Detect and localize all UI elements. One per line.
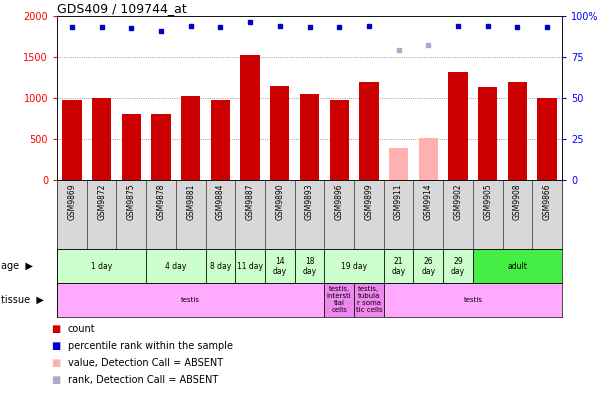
Bar	[57, 249, 146, 283]
Text: GSM9890: GSM9890	[275, 184, 284, 220]
Text: GSM9887: GSM9887	[246, 184, 255, 220]
Bar	[235, 249, 265, 283]
Text: GSM9914: GSM9914	[424, 184, 433, 220]
Text: ■: ■	[51, 358, 60, 368]
Bar	[443, 249, 473, 283]
Text: testis,
tubula
r soma
tic cells: testis, tubula r soma tic cells	[356, 286, 382, 314]
Text: GSM9884: GSM9884	[216, 184, 225, 220]
Bar	[448, 72, 468, 180]
Bar	[359, 82, 379, 180]
Bar	[265, 249, 294, 283]
Bar	[57, 283, 325, 317]
Bar	[92, 98, 111, 180]
Bar	[384, 283, 562, 317]
Bar	[354, 283, 384, 317]
Bar	[537, 98, 557, 180]
Text: GSM9875: GSM9875	[127, 184, 136, 220]
Bar	[181, 96, 200, 180]
Text: ■: ■	[51, 341, 60, 351]
Text: testis,
intersti
tial
cells: testis, intersti tial cells	[327, 286, 352, 314]
Bar	[389, 148, 408, 180]
Text: tissue  ▶: tissue ▶	[1, 295, 44, 305]
Text: GSM9866: GSM9866	[543, 184, 552, 220]
Bar	[121, 114, 141, 180]
Text: GSM9869: GSM9869	[67, 184, 76, 220]
Text: 18
day: 18 day	[302, 257, 317, 276]
Bar	[240, 55, 260, 180]
Bar	[325, 249, 384, 283]
Text: ■: ■	[51, 375, 60, 385]
Text: percentile rank within the sample: percentile rank within the sample	[68, 341, 233, 351]
Text: GSM9908: GSM9908	[513, 184, 522, 220]
Text: GSM9893: GSM9893	[305, 184, 314, 220]
Text: adult: adult	[507, 262, 527, 271]
Bar	[413, 249, 443, 283]
Text: 4 day: 4 day	[165, 262, 186, 271]
Bar	[329, 100, 349, 180]
Bar	[206, 249, 235, 283]
Bar	[294, 249, 325, 283]
Text: 26
day: 26 day	[421, 257, 435, 276]
Text: age  ▶: age ▶	[1, 261, 33, 271]
Bar	[146, 249, 206, 283]
Text: GSM9896: GSM9896	[335, 184, 344, 220]
Text: testis: testis	[182, 297, 200, 303]
Bar	[325, 283, 354, 317]
Bar	[211, 100, 230, 180]
Text: 11 day: 11 day	[237, 262, 263, 271]
Text: 19 day: 19 day	[341, 262, 367, 271]
Text: value, Detection Call = ABSENT: value, Detection Call = ABSENT	[68, 358, 223, 368]
Text: 8 day: 8 day	[210, 262, 231, 271]
Bar	[300, 94, 319, 180]
Bar	[384, 249, 413, 283]
Text: GSM9881: GSM9881	[186, 184, 195, 220]
Text: GSM9878: GSM9878	[156, 184, 165, 220]
Text: GDS409 / 109744_at: GDS409 / 109744_at	[57, 2, 187, 15]
Bar	[508, 82, 527, 180]
Text: ■: ■	[51, 324, 60, 334]
Bar	[151, 114, 171, 180]
Text: 29
day: 29 day	[451, 257, 465, 276]
Bar	[478, 88, 498, 180]
Bar	[473, 249, 562, 283]
Text: 14
day: 14 day	[273, 257, 287, 276]
Text: rank, Detection Call = ABSENT: rank, Detection Call = ABSENT	[68, 375, 218, 385]
Text: testis: testis	[463, 297, 483, 303]
Text: GSM9905: GSM9905	[483, 184, 492, 221]
Text: GSM9902: GSM9902	[454, 184, 463, 220]
Text: GSM9899: GSM9899	[364, 184, 373, 220]
Bar	[270, 86, 290, 180]
Bar	[419, 138, 438, 180]
Bar	[63, 100, 82, 180]
Text: count: count	[68, 324, 96, 334]
Text: 21
day: 21 day	[391, 257, 406, 276]
Text: 1 day: 1 day	[91, 262, 112, 271]
Text: GSM9911: GSM9911	[394, 184, 403, 220]
Text: GSM9872: GSM9872	[97, 184, 106, 220]
